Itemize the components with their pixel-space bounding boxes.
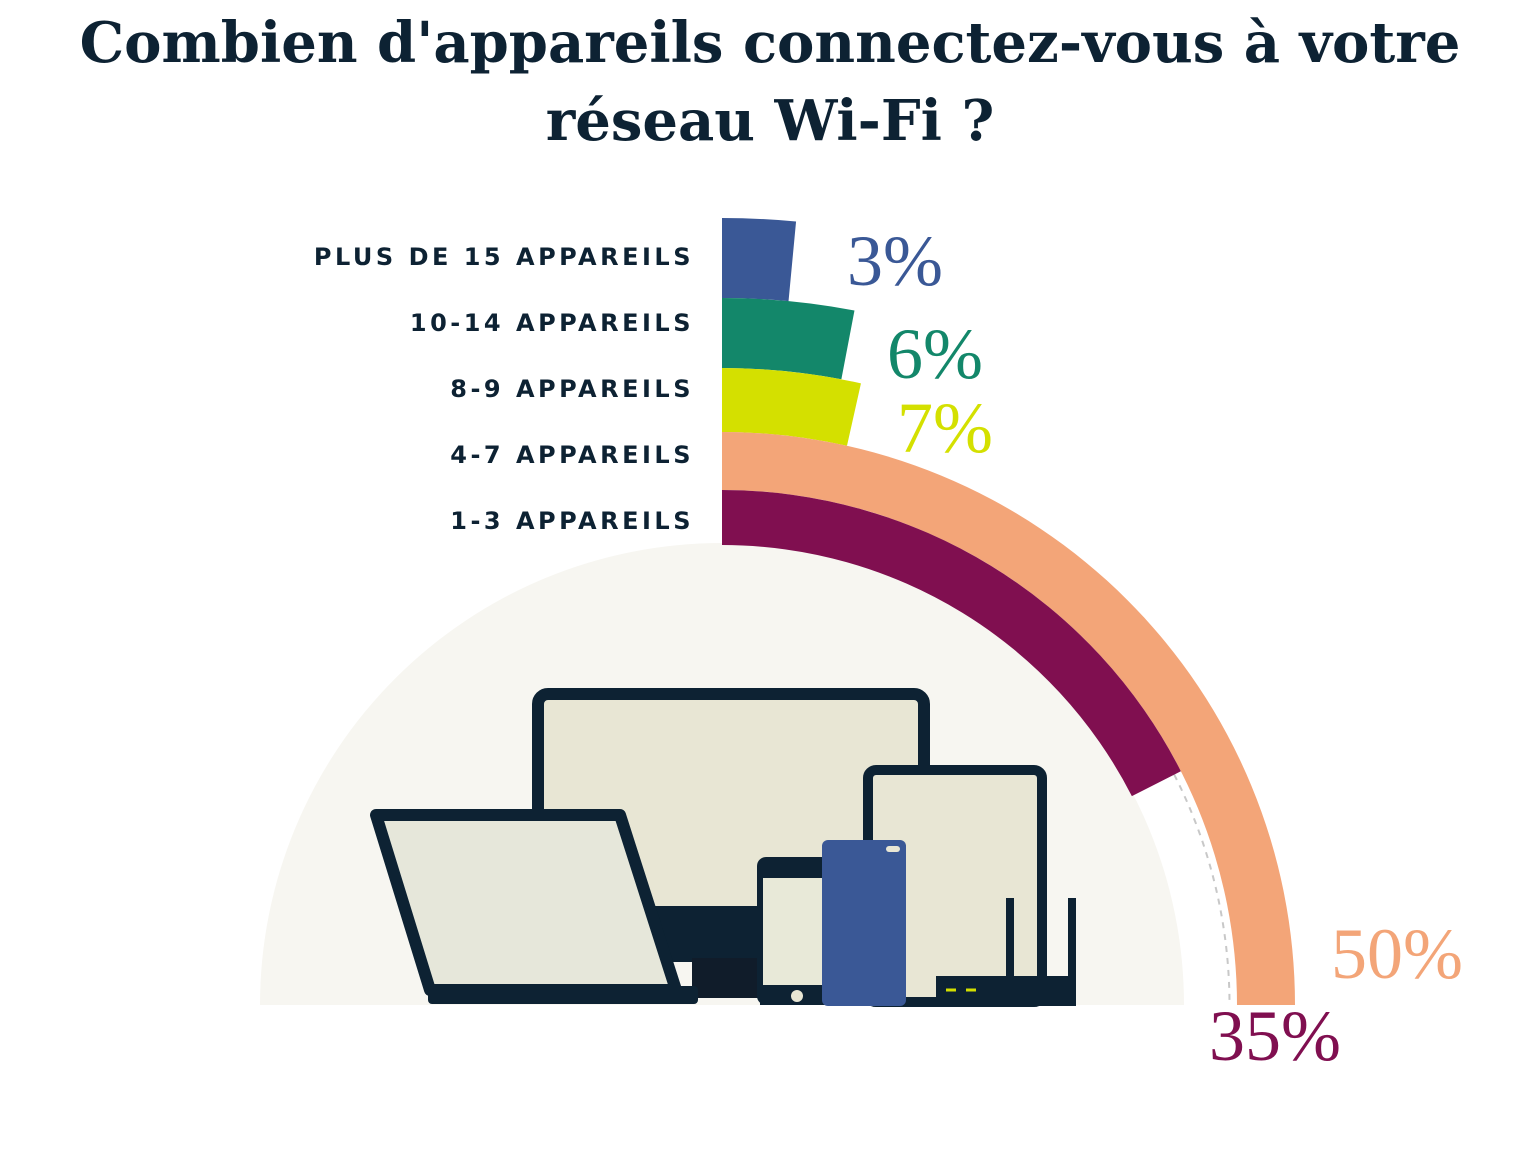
- value-label: 7%: [897, 388, 993, 468]
- chart-title: Combien d'appareils connectez-vous à vot…: [80, 10, 1461, 76]
- category-label: 4-7 APPAREILS: [450, 441, 694, 469]
- bar: [722, 298, 855, 380]
- value-label: 3%: [847, 221, 943, 301]
- value-label: 6%: [887, 314, 983, 394]
- category-label: 8-9 APPAREILS: [450, 375, 694, 403]
- category-label: 10-14 APPAREILS: [410, 309, 694, 337]
- guide-arc: [1173, 774, 1231, 1006]
- value-label: 35%: [1209, 996, 1341, 1076]
- value-label: 50%: [1331, 914, 1463, 994]
- category-label: 1-3 APPAREILS: [450, 507, 694, 535]
- bar: [722, 432, 1295, 1005]
- devices-illustration: [370, 688, 1076, 1007]
- bar: [722, 490, 1181, 797]
- category-label: PLUS DE 15 APPAREILS: [314, 243, 694, 271]
- bar: [722, 368, 861, 446]
- bar: [722, 218, 797, 302]
- chart-title: réseau Wi-Fi ?: [546, 88, 995, 154]
